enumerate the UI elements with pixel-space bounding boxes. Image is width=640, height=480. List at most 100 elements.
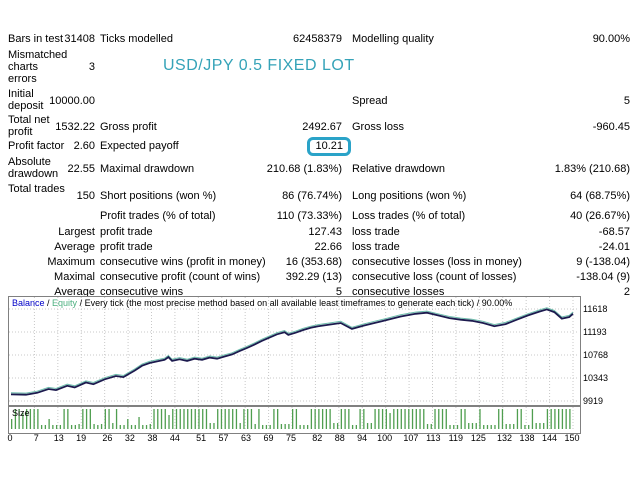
metric-value-text: 5 (335, 286, 342, 298)
size-bar (258, 409, 260, 429)
size-bar (194, 409, 196, 429)
report-title: USD/JPY 0.5 FIXED LOT (163, 57, 355, 74)
size-bar (55, 425, 58, 429)
size-bar (130, 425, 133, 429)
metric-value-text: 392.29 (13) (285, 271, 342, 283)
metric-label: consecutive loss (count of losses) (352, 271, 517, 283)
metric-value: 127.43 (240, 226, 342, 238)
balance-legend-label: Balance (12, 298, 45, 308)
size-bar (374, 409, 376, 429)
size-bar (149, 424, 151, 429)
metric-label: Spread (352, 95, 388, 107)
chart-header: Balance / Equity / Every tick (the most … (12, 298, 512, 308)
size-bar (528, 425, 530, 429)
size-bar (333, 423, 335, 429)
size-bar (441, 409, 444, 429)
row-label: Profit factor (8, 140, 65, 152)
row-label: Total net profit (8, 114, 50, 138)
size-bar (434, 409, 436, 429)
metric-value: 1.83% (210.68) (554, 163, 630, 175)
size-bar (18, 409, 20, 429)
metric-value-text: 2492.67 (302, 121, 342, 133)
size-panel: Size (8, 406, 581, 434)
metric-value: 110 (73.33%) (240, 210, 342, 222)
size-bar (119, 425, 121, 429)
size-bar (430, 424, 432, 429)
size-bar (63, 409, 65, 429)
size-bar (265, 425, 268, 429)
size-bar (280, 424, 283, 429)
size-bar (250, 409, 253, 429)
size-bar (505, 424, 507, 429)
size-bar (370, 423, 372, 429)
x-axis-tick-label: 63 (241, 433, 252, 443)
size-bar (123, 425, 125, 429)
metric-label: Long positions (won %) (352, 190, 467, 202)
size-bar (543, 423, 545, 429)
size-bar (220, 409, 223, 429)
size-bar (494, 425, 496, 429)
size-bar (187, 409, 189, 429)
size-bar (183, 409, 185, 429)
size-bar (520, 409, 522, 429)
size-bar (314, 409, 316, 429)
metric-label: profit trade (100, 241, 153, 253)
size-bar (303, 425, 305, 429)
size-bar (423, 409, 425, 429)
size-bar (351, 425, 354, 429)
row-qualifier-label: Average (54, 286, 95, 298)
size-bar (378, 409, 380, 429)
size-bar (160, 409, 163, 429)
size-bar (471, 423, 474, 429)
metric-value-text: 16 (353.68) (285, 256, 342, 268)
x-axis-tick-label: 13 (53, 433, 64, 443)
x-axis-tick-label: 100 (377, 433, 393, 443)
y-axis-tick-label: 9919 (583, 396, 604, 406)
metric-label: Ticks modelled (100, 33, 173, 45)
size-bar (104, 409, 106, 429)
size-bar (336, 423, 339, 429)
size-bar (235, 409, 238, 429)
metric-value: 40 (26.67%) (570, 210, 630, 222)
row-value: 31408 (64, 33, 95, 45)
size-bar (479, 409, 481, 429)
size-bar (172, 409, 174, 429)
x-axis-tick-label: 144 (542, 433, 558, 443)
x-axis-tick-label: 113 (426, 433, 441, 443)
size-bar (524, 425, 526, 429)
size-bar (363, 409, 365, 429)
row-qualifier-label: Largest (58, 226, 95, 238)
metric-value-text: 62458379 (293, 33, 342, 45)
size-bar (97, 425, 99, 429)
metric-value: 90.00% (592, 33, 630, 45)
size-bar (157, 409, 159, 429)
size-bar (415, 409, 417, 429)
x-axis-tick-label: 150 (564, 433, 580, 443)
x-axis-tick-label: 125 (470, 433, 486, 443)
size-bar (483, 425, 485, 429)
size-bar (52, 425, 54, 429)
metric-label: consecutive losses (352, 286, 445, 298)
x-axis-tick-label: 88 (334, 433, 345, 443)
size-bar (67, 409, 69, 429)
metric-value: -24.01 (598, 241, 630, 253)
size-bar (348, 409, 350, 429)
metric-label: Loss trades (% of total) (352, 210, 466, 222)
size-bar (209, 423, 211, 429)
size-bar (359, 409, 361, 429)
metric-value: 5 (240, 286, 342, 298)
metric-value: 86 (76.74%) (240, 190, 342, 202)
size-bar (254, 424, 256, 429)
size-bar (217, 409, 219, 429)
metric-value: -68.57 (598, 226, 630, 238)
metric-value-text: 127.43 (308, 226, 342, 238)
size-bar (224, 409, 226, 429)
size-bar (11, 419, 13, 429)
size-bar (393, 409, 395, 429)
size-bar (344, 409, 346, 429)
size-bar (453, 425, 455, 429)
row-value: 3 (88, 61, 95, 73)
metric-value: 9 (-138.04) (576, 256, 630, 268)
metric-label: consecutive losses (loss in money) (352, 256, 522, 268)
size-bar (299, 425, 301, 429)
